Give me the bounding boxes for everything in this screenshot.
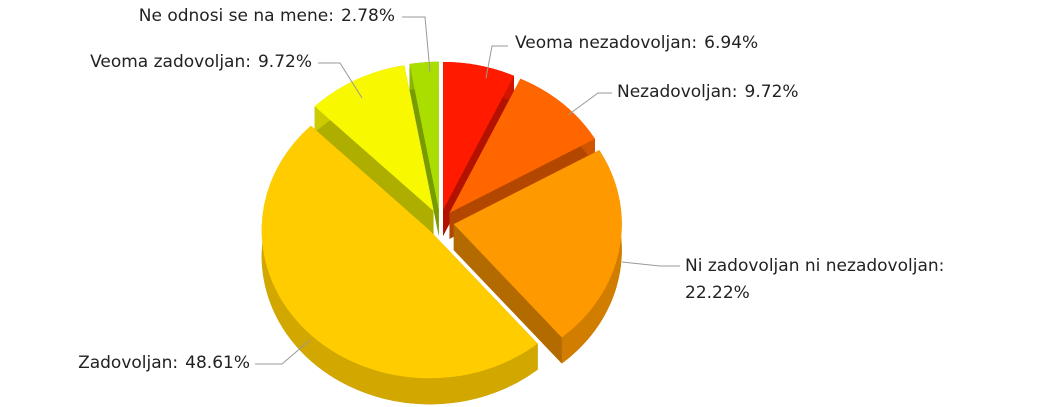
slice-category: Ne odnosi se na mene: bbox=[139, 6, 334, 26]
leader-line bbox=[318, 62, 363, 99]
leader-line bbox=[621, 261, 680, 267]
slice-category: Nezadovoljan: bbox=[617, 82, 738, 102]
slice-value: 6.94% bbox=[704, 33, 758, 53]
slice-category: Zadovoljan: bbox=[78, 353, 178, 373]
slice-category: Veoma nezadovoljan: bbox=[515, 33, 697, 53]
slice-category: Ni zadovoljan ni nezadovoljan: bbox=[685, 256, 944, 276]
slice-value: 48.61% bbox=[185, 353, 250, 373]
slice-value: 9.72% bbox=[258, 52, 312, 72]
slice-label: Ne odnosi se na mene: 2.78% bbox=[139, 6, 395, 26]
slice-category: Veoma zadovoljan: bbox=[90, 52, 251, 72]
slice bbox=[453, 150, 622, 338]
leader-line bbox=[402, 16, 431, 73]
slice-wall bbox=[314, 106, 434, 238]
slice-label: Nezadovoljan: 9.72% bbox=[617, 82, 799, 102]
slice-label: Veoma zadovoljan: 9.72% bbox=[90, 52, 312, 72]
slice-label: Ni zadovoljan ni nezadovoljan: 22.22% bbox=[685, 256, 944, 303]
slice-side bbox=[561, 150, 622, 364]
slice bbox=[449, 78, 595, 213]
slice bbox=[261, 125, 538, 379]
slice bbox=[314, 65, 434, 212]
slice bbox=[409, 61, 439, 210]
leader-line bbox=[485, 45, 508, 79]
leader-line bbox=[255, 339, 311, 365]
slice bbox=[443, 61, 514, 210]
leader-line bbox=[567, 92, 612, 116]
slice-wall bbox=[409, 63, 439, 236]
slice-value: 9.72% bbox=[745, 82, 799, 102]
slice-wall bbox=[453, 224, 562, 364]
slice-label: Veoma nezadovoljan: 6.94% bbox=[515, 33, 758, 53]
slice-value: 2.78% bbox=[341, 6, 395, 26]
slice-value: 22.22% bbox=[685, 283, 750, 303]
slice-label: Zadovoljan: 48.61% bbox=[78, 353, 250, 373]
